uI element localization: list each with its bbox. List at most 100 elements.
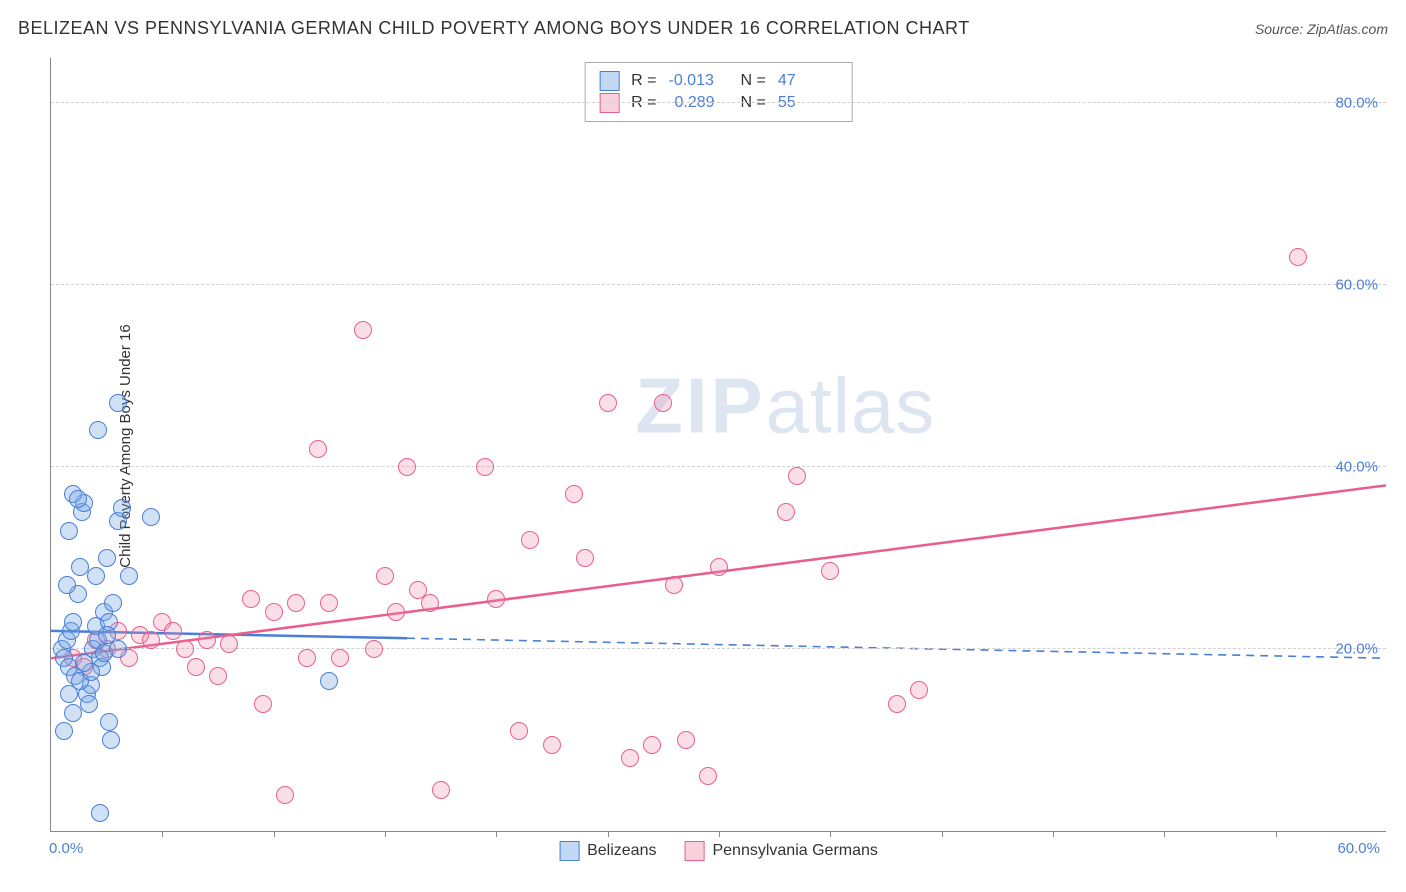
scatter-point [710, 558, 728, 576]
scatter-point [89, 421, 107, 439]
scatter-point [654, 394, 672, 412]
scatter-point [888, 695, 906, 713]
scatter-point [376, 567, 394, 585]
gridline-h [51, 284, 1386, 285]
scatter-point [55, 722, 73, 740]
n-label: N = [741, 72, 766, 90]
n-value-pink: 55 [778, 94, 838, 112]
scatter-point [387, 603, 405, 621]
scatter-point [354, 321, 372, 339]
scatter-point [80, 695, 98, 713]
scatter-point [910, 681, 928, 699]
r-value-pink: 0.289 [669, 94, 729, 112]
scatter-point [1289, 248, 1307, 266]
scatter-point [64, 613, 82, 631]
plot-area: ZIPatlas R = -0.013 N = 47 R = 0.289 N =… [50, 58, 1386, 832]
swatch-blue-icon [599, 71, 619, 91]
chart-title: BELIZEAN VS PENNSYLVANIA GERMAN CHILD PO… [18, 18, 970, 39]
x-tick-max: 60.0% [1337, 840, 1380, 857]
scatter-point [821, 562, 839, 580]
stats-box: R = -0.013 N = 47 R = 0.289 N = 55 [584, 62, 853, 122]
x-minor-tick [162, 831, 163, 837]
x-minor-tick [496, 831, 497, 837]
scatter-point [58, 576, 76, 594]
scatter-point [421, 594, 439, 612]
scatter-point [543, 736, 561, 754]
scatter-point [109, 394, 127, 412]
scatter-point [100, 713, 118, 731]
swatch-blue-icon [559, 841, 579, 861]
scatter-point [331, 649, 349, 667]
y-tick-label: 60.0% [1335, 276, 1378, 293]
scatter-point [87, 567, 105, 585]
x-tick-min: 0.0% [49, 840, 83, 857]
n-label: N = [741, 94, 766, 112]
scatter-point [510, 722, 528, 740]
x-minor-tick [385, 831, 386, 837]
scatter-point [120, 567, 138, 585]
scatter-point [104, 594, 122, 612]
scatter-point [643, 736, 661, 754]
stats-row-pink: R = 0.289 N = 55 [599, 93, 838, 113]
scatter-point [198, 631, 216, 649]
y-tick-label: 80.0% [1335, 94, 1378, 111]
scatter-point [398, 458, 416, 476]
x-minor-tick [1053, 831, 1054, 837]
scatter-point [142, 631, 160, 649]
scatter-point [265, 603, 283, 621]
source-attribution: Source: ZipAtlas.com [1255, 21, 1388, 37]
x-minor-tick [608, 831, 609, 837]
r-label: R = [631, 94, 656, 112]
gridline-h [51, 648, 1386, 649]
regression-lines-svg [51, 58, 1386, 831]
scatter-point [432, 781, 450, 799]
scatter-point [64, 704, 82, 722]
n-value-blue: 47 [778, 72, 838, 90]
scatter-point [69, 490, 87, 508]
y-tick-label: 40.0% [1335, 458, 1378, 475]
scatter-point [565, 485, 583, 503]
scatter-point [91, 804, 109, 822]
swatch-pink-icon [599, 93, 619, 113]
scatter-point [60, 685, 78, 703]
scatter-point [98, 626, 116, 644]
legend-item-blue: Belizeans [559, 841, 656, 861]
scatter-point [75, 654, 93, 672]
scatter-point [60, 522, 78, 540]
scatter-point [309, 440, 327, 458]
scatter-point [242, 590, 260, 608]
scatter-point [98, 549, 116, 567]
legend-label-pink: Pennsylvania Germans [712, 842, 877, 860]
scatter-point [777, 503, 795, 521]
scatter-point [599, 394, 617, 412]
scatter-point [476, 458, 494, 476]
x-minor-tick [1164, 831, 1165, 837]
scatter-point [176, 640, 194, 658]
scatter-point [576, 549, 594, 567]
scatter-point [788, 467, 806, 485]
scatter-point [220, 635, 238, 653]
bottom-legend: Belizeans Pennsylvania Germans [559, 841, 878, 861]
x-minor-tick [830, 831, 831, 837]
scatter-point [287, 594, 305, 612]
gridline-h [51, 102, 1386, 103]
scatter-point [621, 749, 639, 767]
scatter-point [102, 731, 120, 749]
scatter-point [276, 786, 294, 804]
scatter-point [365, 640, 383, 658]
x-minor-tick [1276, 831, 1277, 837]
scatter-point [699, 767, 717, 785]
scatter-point [113, 499, 131, 517]
scatter-point [487, 590, 505, 608]
scatter-point [254, 695, 272, 713]
x-minor-tick [942, 831, 943, 837]
scatter-point [320, 594, 338, 612]
y-tick-label: 20.0% [1335, 640, 1378, 657]
swatch-pink-icon [684, 841, 704, 861]
r-value-blue: -0.013 [669, 72, 729, 90]
scatter-point [665, 576, 683, 594]
scatter-point [677, 731, 695, 749]
scatter-point [209, 667, 227, 685]
scatter-point [521, 531, 539, 549]
x-minor-tick [274, 831, 275, 837]
